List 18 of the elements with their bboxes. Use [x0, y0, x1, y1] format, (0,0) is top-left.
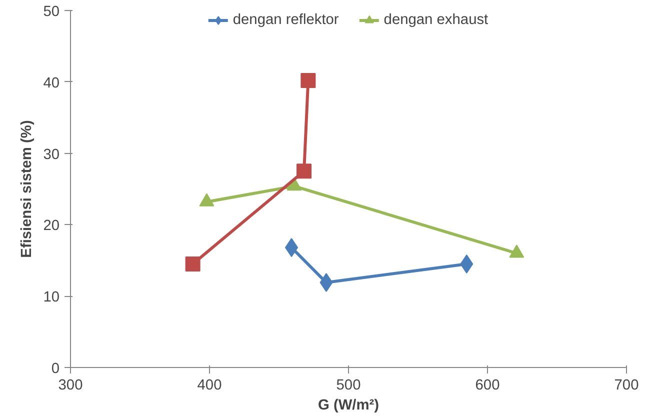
x-tick-label: 300 [58, 378, 83, 394]
x-axis-title: G (W/m²) [318, 398, 380, 414]
y-axis-title: Efisiensi sistem (%) [19, 120, 36, 258]
x-tick-label: 400 [197, 378, 222, 394]
point [300, 72, 316, 88]
y-tick-label: 10 [43, 290, 60, 306]
y-tick-label: 40 [43, 75, 60, 92]
x-tick-label: 600 [475, 378, 500, 394]
legend-label: dengan exhaust [384, 12, 488, 28]
x-tick-label: 700 [614, 378, 639, 394]
y-tick-label: 20 [43, 218, 60, 234]
x-tick-label: 500 [336, 378, 361, 394]
legend-label: dengan reflektor [232, 12, 339, 28]
y-tick-label: 30 [43, 146, 60, 163]
y-tick-label: 50 [43, 4, 60, 20]
point [296, 164, 312, 179]
point [185, 256, 200, 272]
y-tick-label: 0 [51, 361, 60, 377]
